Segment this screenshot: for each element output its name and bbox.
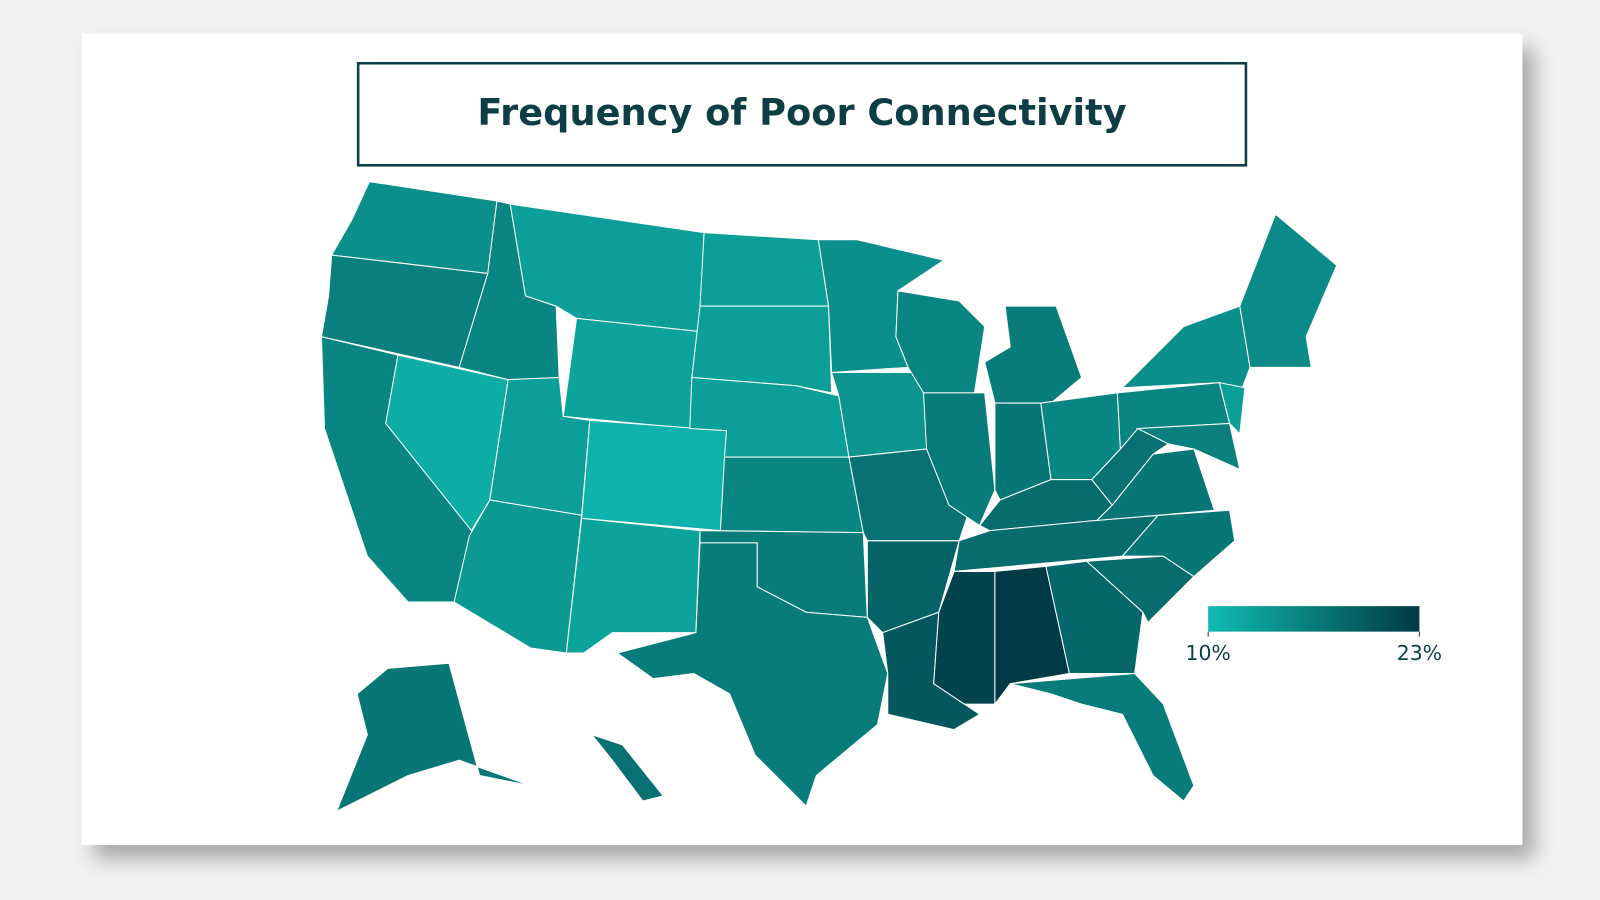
state [320,254,489,368]
state [1010,672,1195,802]
state [691,305,833,394]
state [616,542,889,808]
state [1239,213,1338,368]
state [565,517,701,654]
state [581,419,728,532]
state [719,456,864,534]
state [1085,555,1195,624]
state [562,317,701,430]
state [1218,381,1246,435]
state [335,662,531,813]
colorbar-label: 23% [1397,641,1442,665]
states [320,181,1338,813]
state [699,232,830,307]
state [1135,422,1241,471]
chart-title: Frequency of Poor Connectivity [477,91,1126,134]
legend: 10% 23% [1185,606,1442,665]
state [590,733,665,802]
colorbar [1208,606,1420,632]
title-box [356,61,1248,167]
state [1045,560,1144,674]
state [994,565,1071,706]
colorbar-label: 10% [1185,641,1230,665]
